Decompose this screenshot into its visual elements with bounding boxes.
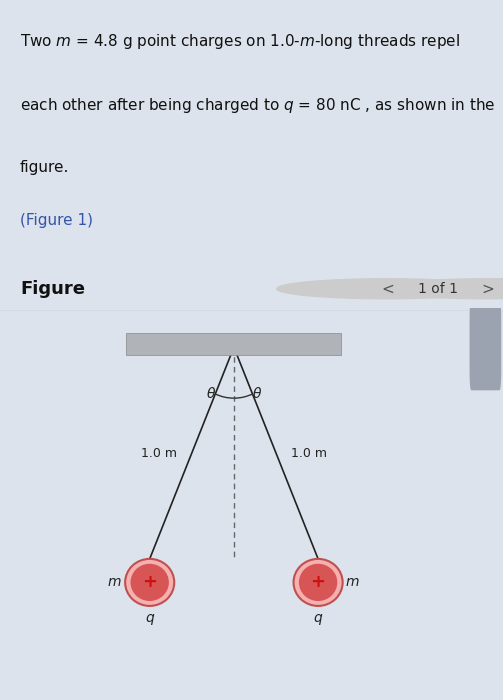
Text: m: m xyxy=(108,575,121,589)
Text: >: > xyxy=(481,281,494,296)
Text: +: + xyxy=(310,573,325,592)
Text: <: < xyxy=(381,281,394,296)
Text: 1.0 m: 1.0 m xyxy=(141,447,177,459)
Bar xyxy=(126,333,342,355)
Text: figure.: figure. xyxy=(20,160,69,174)
Ellipse shape xyxy=(299,564,338,601)
Text: m: m xyxy=(345,575,359,589)
Text: θ: θ xyxy=(253,387,262,401)
Text: q: q xyxy=(314,610,322,624)
Text: +: + xyxy=(142,573,157,592)
Text: 1.0 m: 1.0 m xyxy=(291,447,327,459)
Text: Figure: Figure xyxy=(20,280,85,298)
Ellipse shape xyxy=(294,559,343,606)
Text: (Figure 1): (Figure 1) xyxy=(20,213,93,228)
Text: θ: θ xyxy=(206,387,215,401)
Text: 1 of 1: 1 of 1 xyxy=(417,281,458,295)
FancyBboxPatch shape xyxy=(469,300,501,391)
Circle shape xyxy=(277,279,498,299)
Ellipse shape xyxy=(125,559,174,606)
Text: each other after being charged to $q$ = 80 $\mathrm{n}$C , as shown in the: each other after being charged to $q$ = … xyxy=(20,96,495,115)
Text: q: q xyxy=(145,610,154,624)
Text: Two $m$ = 4.8 g point charges on 1.0-$m$-long threads repel: Two $m$ = 4.8 g point charges on 1.0-$m$… xyxy=(20,32,460,51)
Ellipse shape xyxy=(130,564,169,601)
Circle shape xyxy=(377,279,503,299)
